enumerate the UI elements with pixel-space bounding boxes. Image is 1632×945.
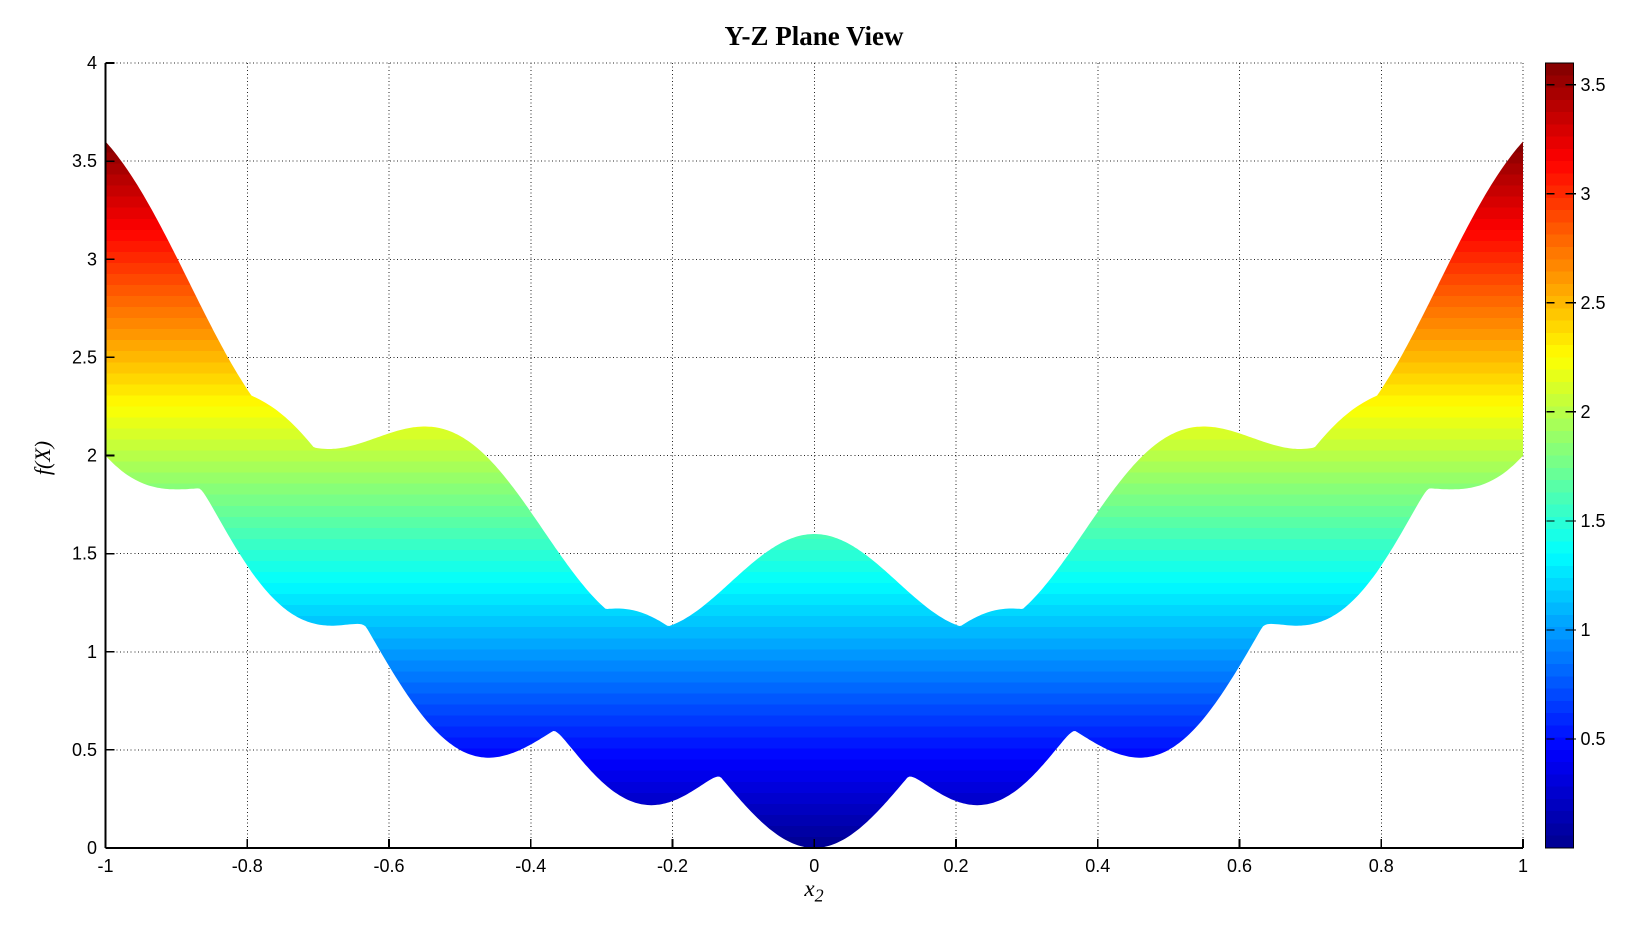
x-tick-label: 0.6: [1227, 856, 1252, 876]
colorbar-border: [1544, 62, 1575, 849]
x-tick-label: 0.4: [1085, 856, 1110, 876]
colorbar-tick-label: 2.5: [1581, 293, 1606, 313]
y-tick-label: 0.5: [72, 740, 97, 760]
x-axis-label-base: x: [804, 876, 815, 901]
x-tick-label: -0.8: [232, 856, 263, 876]
x-tick-label: -1: [97, 856, 113, 876]
axes: [104, 62, 1524, 849]
y-tick-label: 0: [87, 838, 97, 858]
x-tick-label: 0.2: [943, 856, 968, 876]
x-tick-label: 0.8: [1369, 856, 1394, 876]
colorbar-tick-label: 3.5: [1581, 75, 1606, 95]
x-axis-label-subscript: 2: [814, 885, 824, 906]
y-tick-label: 3: [87, 249, 97, 269]
chart-title: Y-Z Plane View: [724, 21, 904, 51]
colorbar-tick-label: 1.5: [1581, 511, 1606, 531]
colorbar-tick-label: 0.5: [1581, 729, 1606, 749]
colorbar-tick-label: 2: [1581, 402, 1591, 422]
x-axis-label: x2: [804, 876, 823, 905]
colorbar: [1545, 63, 1574, 848]
colorbar-ticks: [1546, 84, 1576, 740]
y-tick-label: 1: [87, 642, 97, 662]
x-tick-label: 0: [809, 856, 819, 876]
x-tick-label: -0.4: [515, 856, 546, 876]
y-axis-label: f(X): [30, 440, 55, 476]
y-tick-label: 1.5: [72, 544, 97, 564]
x-tick-label: -0.6: [373, 856, 404, 876]
surface-projection-band: [105, 141, 1523, 848]
colorbar-tick-label: 1: [1581, 620, 1591, 640]
x-tick-label: 1: [1518, 856, 1528, 876]
y-tick-label: 4: [87, 53, 97, 73]
x-tick-label: -0.2: [657, 856, 688, 876]
y-tick-label: 2: [87, 446, 97, 466]
y-tick-label: 3.5: [72, 151, 97, 171]
tick-labels: -1 -0.8 -0.6 -0.4 -0.2 0 0.2 0.4 0.6 0.8 1 0 0.5 1 1.5…: [72, 53, 1606, 876]
colorbar-tick-label: 3: [1581, 184, 1591, 204]
y-tick-label: 2.5: [72, 347, 97, 367]
